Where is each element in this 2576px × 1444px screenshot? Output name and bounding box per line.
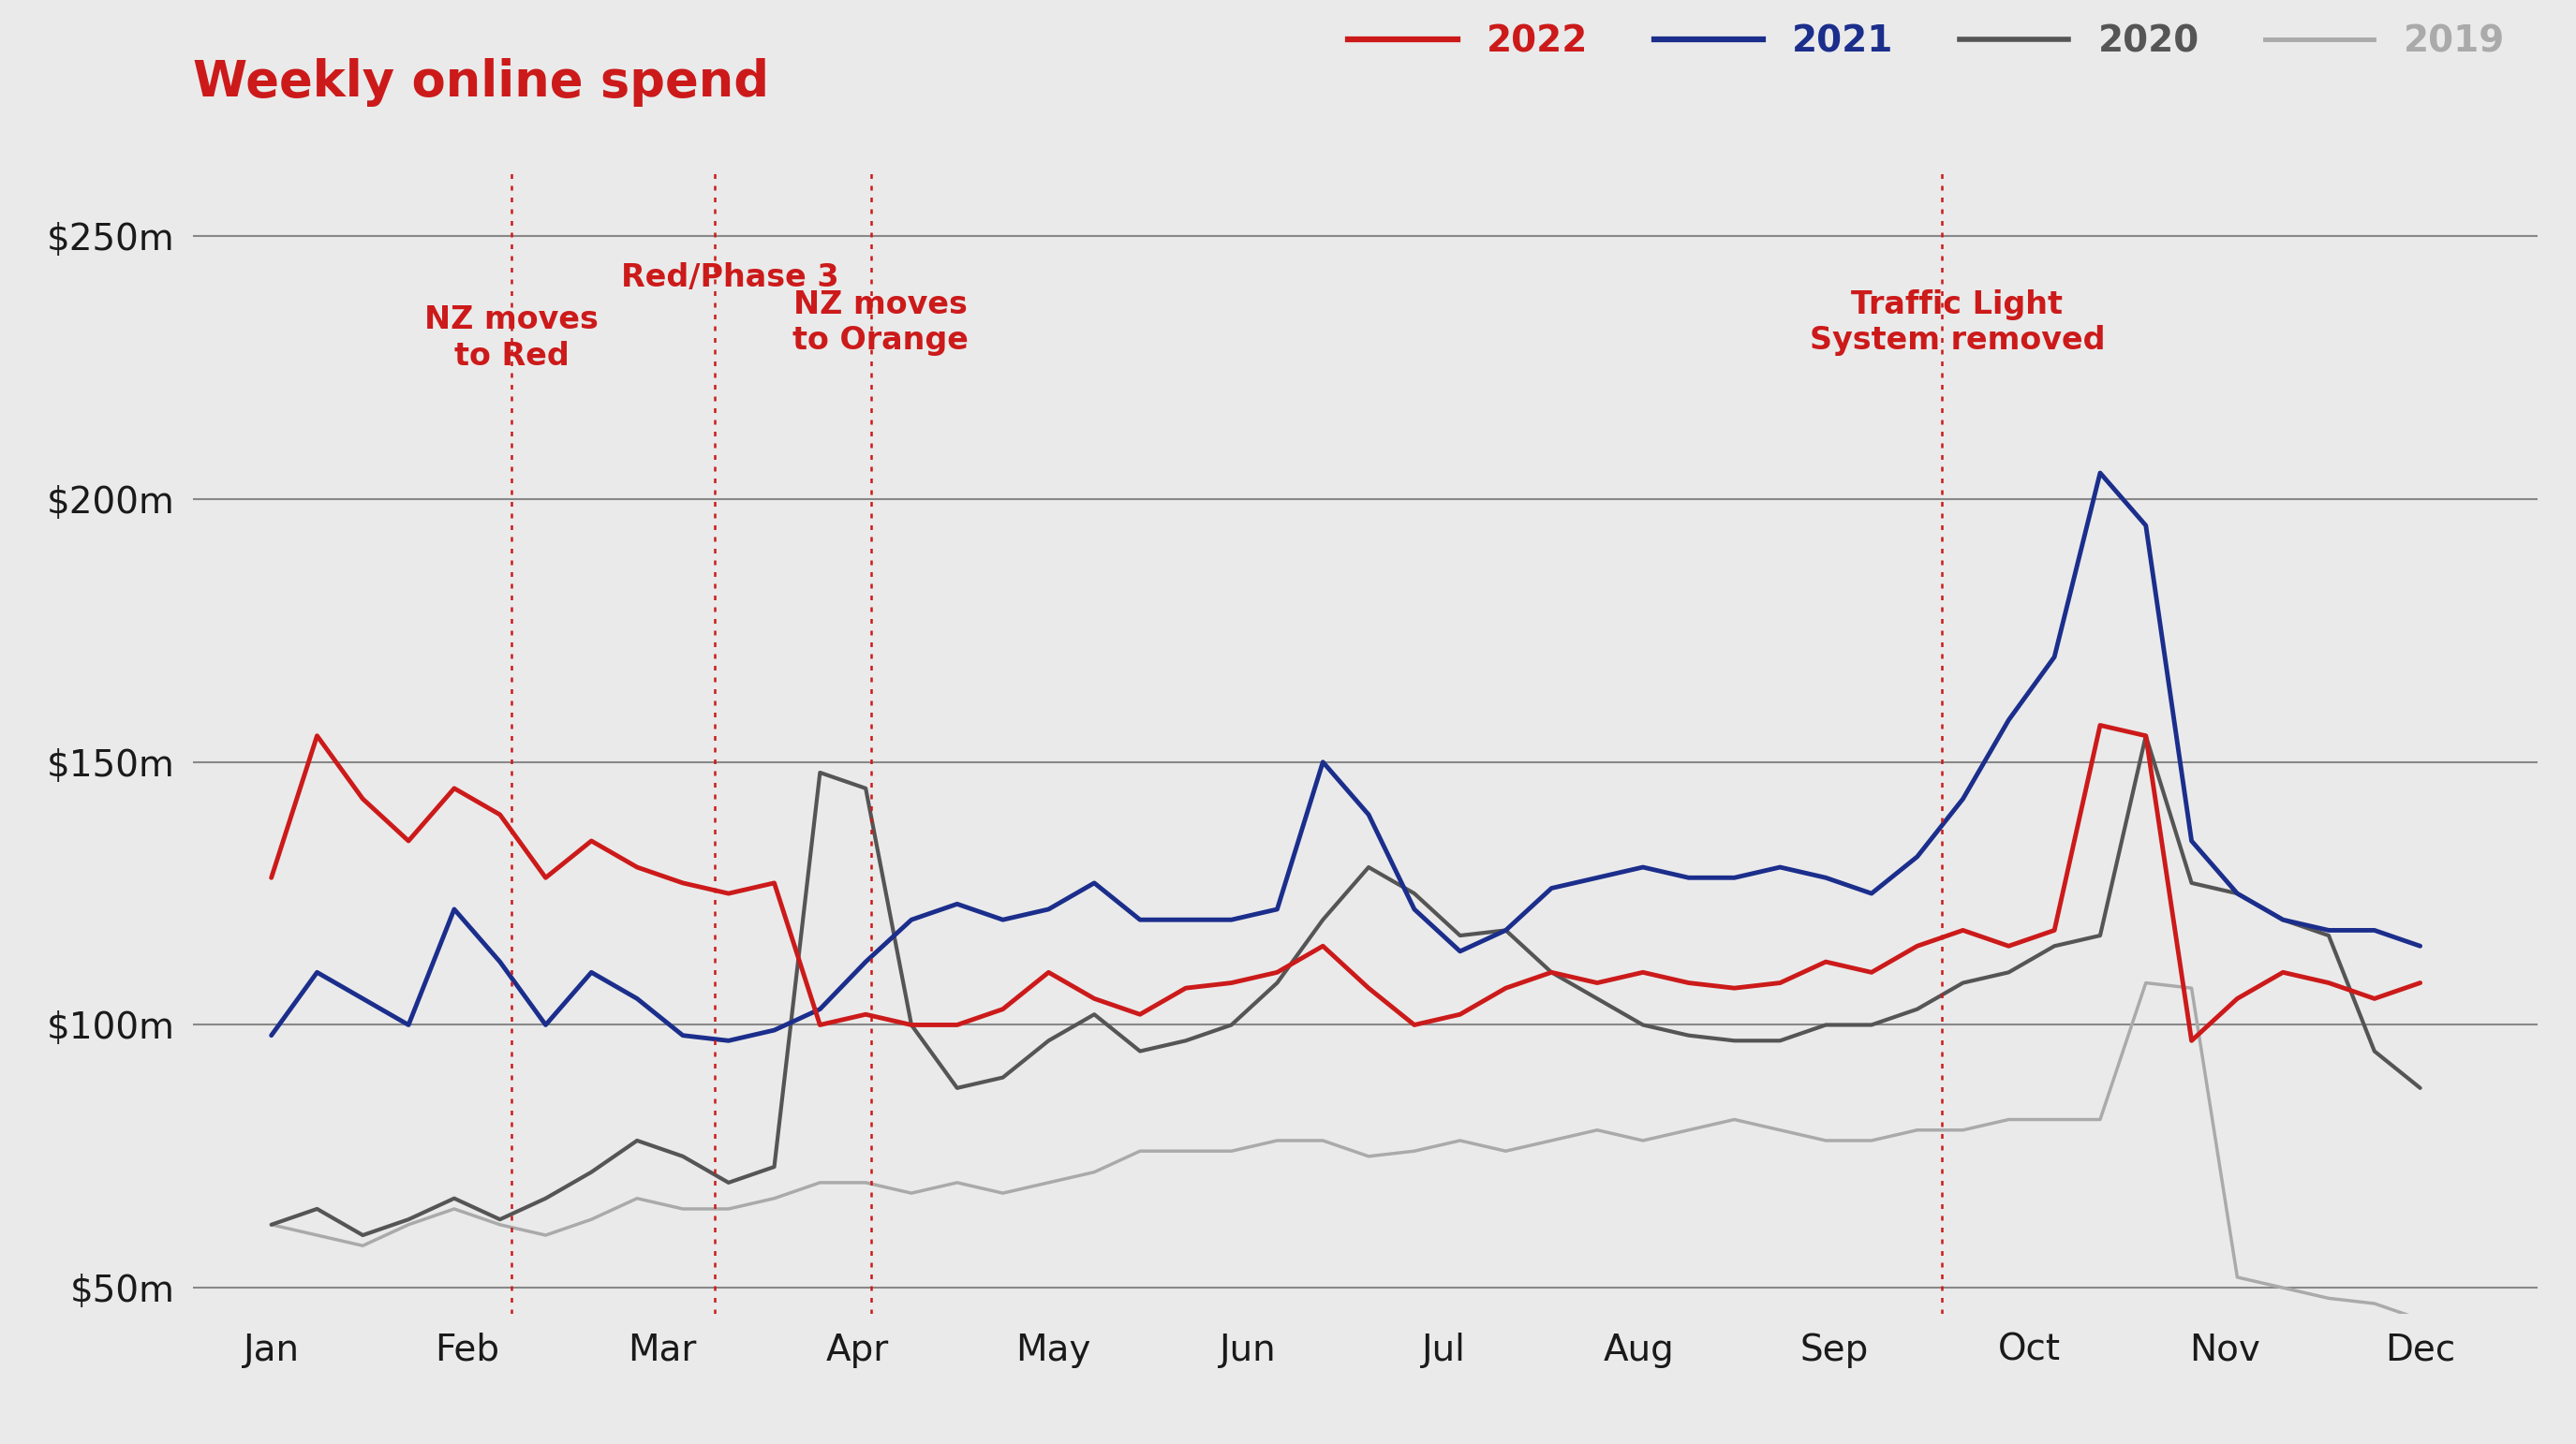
Legend: 2022, 2021, 2020, 2019: 2022, 2021, 2020, 2019 [1334,9,2519,74]
Text: NZ moves
to Red: NZ moves to Red [425,305,598,371]
Text: Red/Phase 3: Red/Phase 3 [621,263,840,293]
Text: Traffic Light
System removed: Traffic Light System removed [1808,289,2105,355]
Text: Weekly online spend: Weekly online spend [193,58,770,107]
Text: NZ moves
to Orange: NZ moves to Orange [793,289,969,355]
